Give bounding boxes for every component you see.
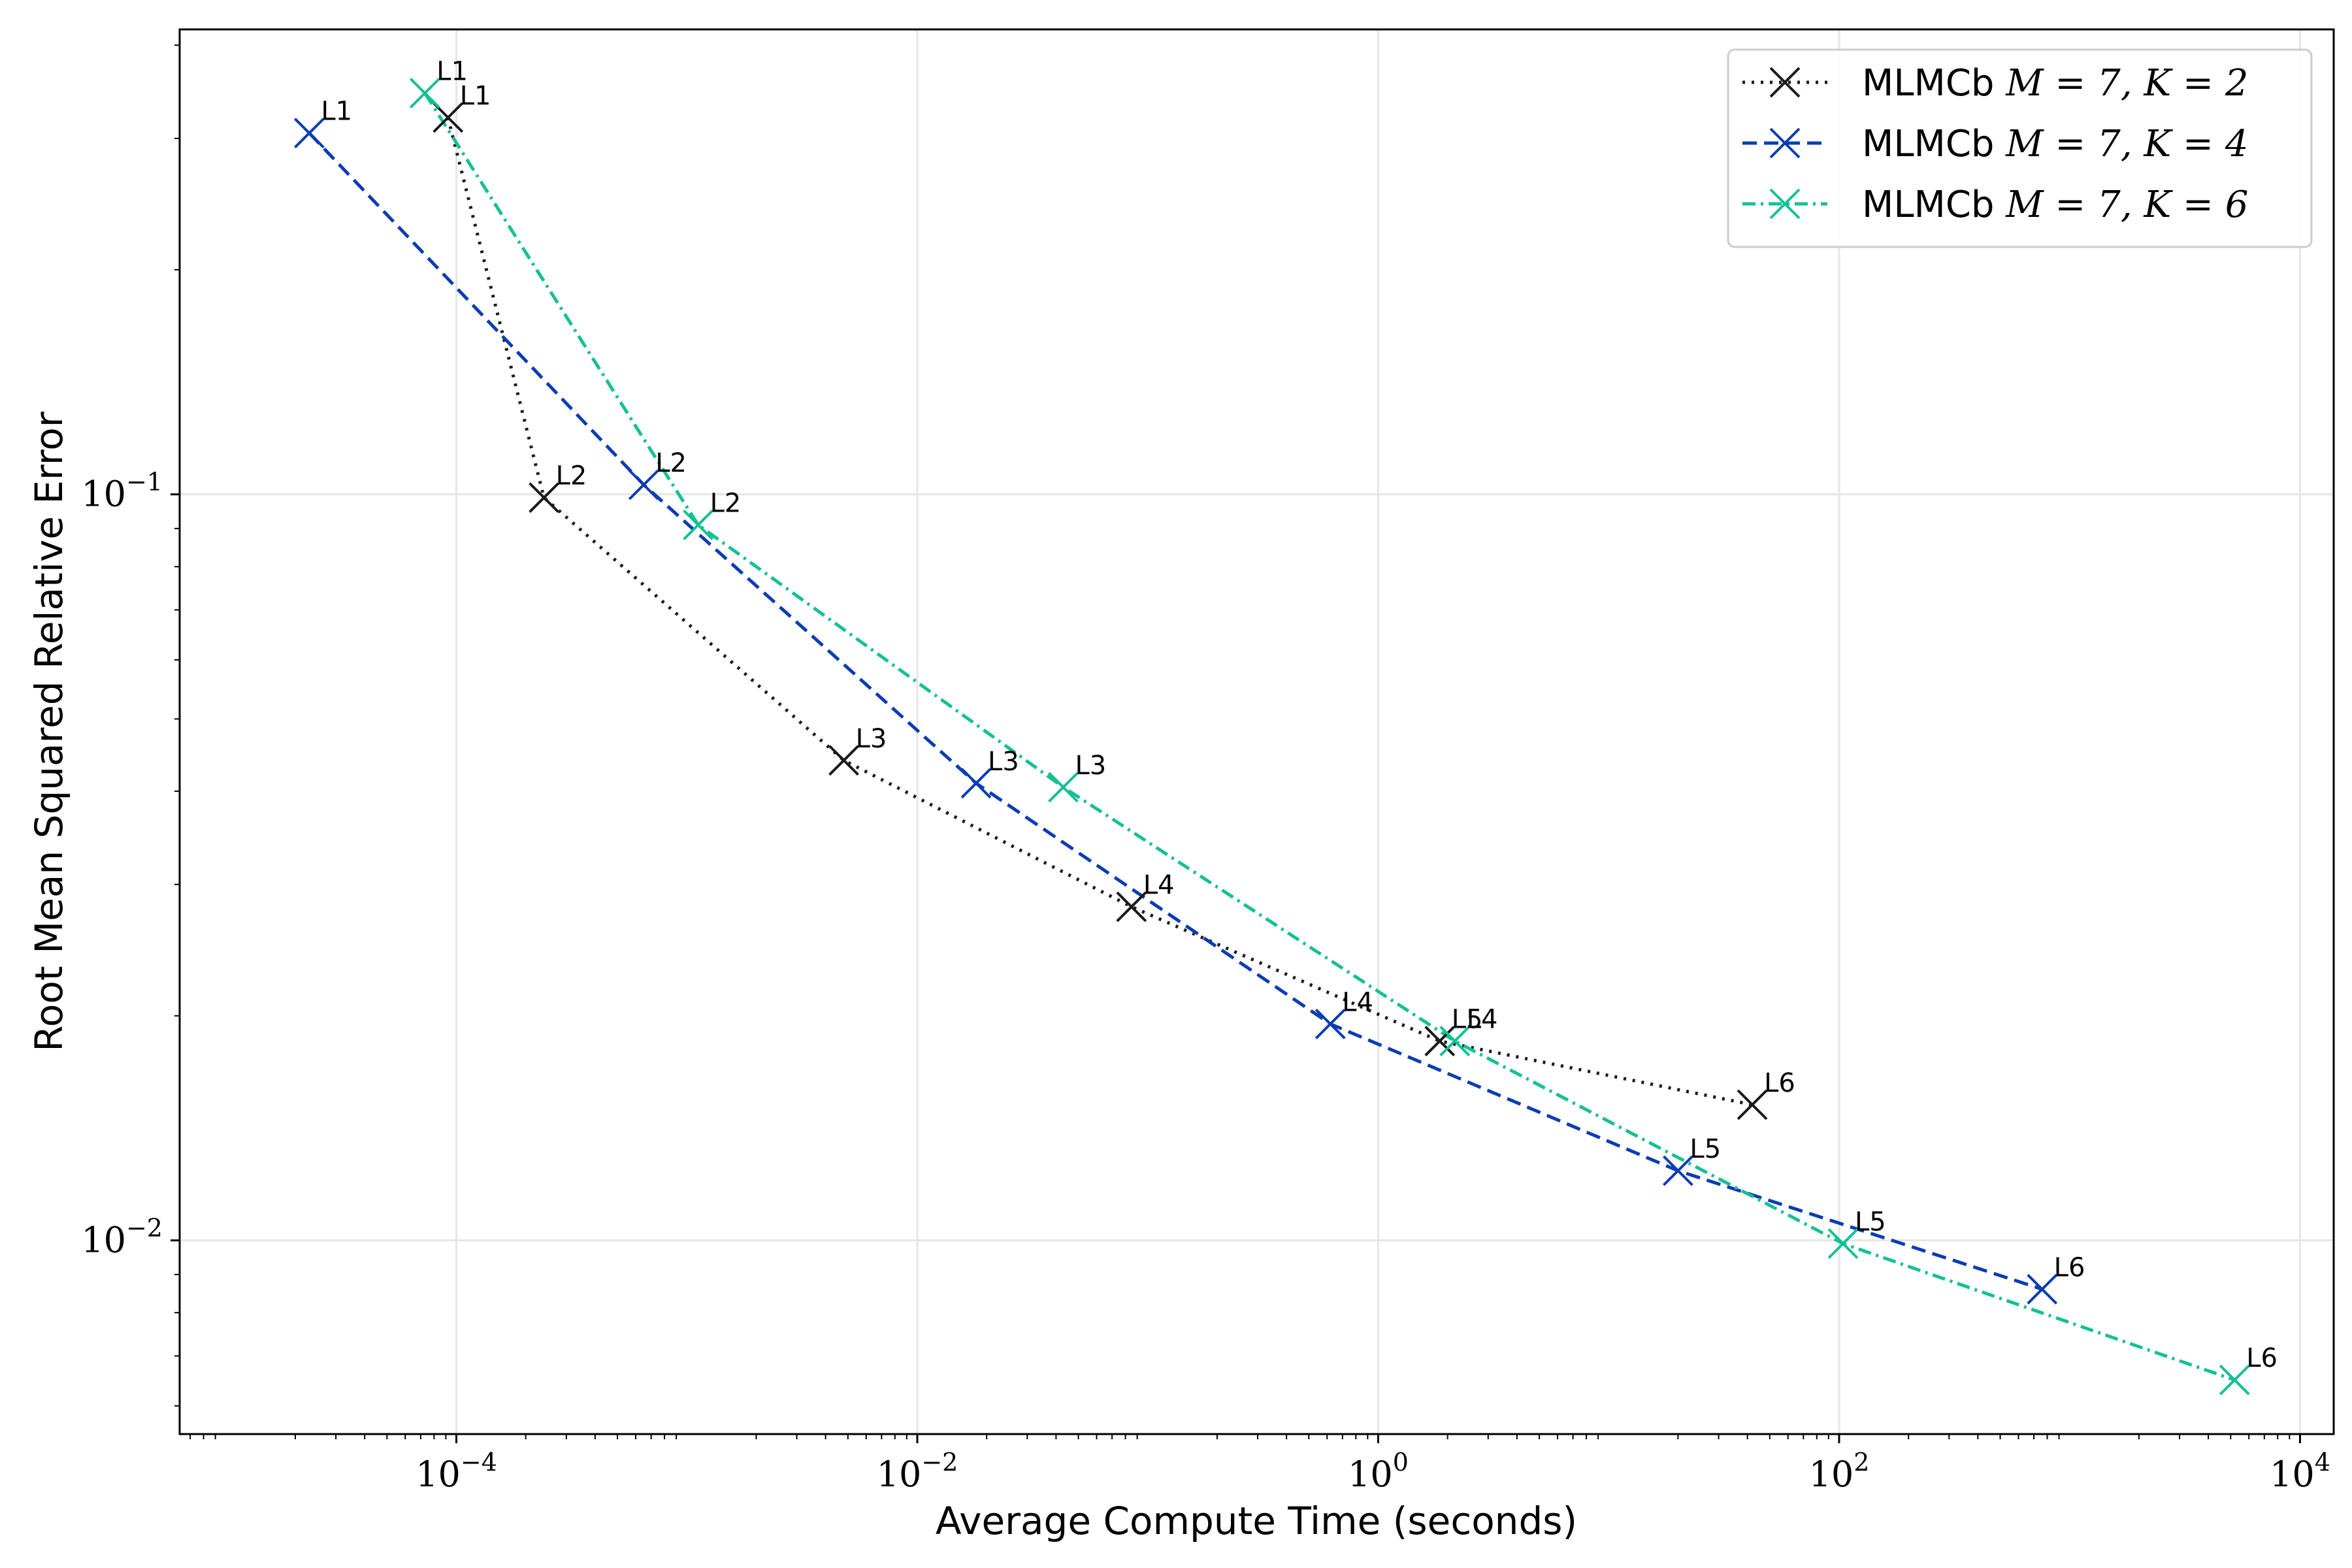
x-tick-label: 10−2 <box>877 1448 958 1495</box>
x-tick-base: 10 <box>1348 1454 1393 1495</box>
series-line-1 <box>446 117 1753 1107</box>
series-line-3 <box>423 92 2236 1382</box>
data-point-label: L5 <box>1452 1004 1483 1034</box>
data-point-label: L5 <box>1855 1207 1886 1237</box>
data-point-marker <box>2027 1273 2058 1305</box>
legend-entry-params: M = 7, K = 6 <box>2005 184 2248 226</box>
x-tick-label: 102 <box>1809 1448 1870 1495</box>
data-point-label: L2 <box>556 461 587 491</box>
y-tick-label: 10−2 <box>81 1214 163 1261</box>
data-point-label: L2 <box>710 488 742 518</box>
data-point-label: L6 <box>2054 1252 2085 1282</box>
data-point-marker <box>1439 1026 1471 1056</box>
data-point-marker <box>2219 1364 2250 1396</box>
legend-entry-name: MLMCb <box>1862 62 2006 105</box>
data-point-marker <box>960 768 992 799</box>
marker-layer <box>293 78 2250 1396</box>
data-point-marker <box>683 510 714 540</box>
data-point-marker <box>628 469 659 500</box>
data-point-label: L3 <box>856 724 887 754</box>
legend-box <box>1727 48 2313 248</box>
x-tick-base: 10 <box>416 1454 461 1495</box>
data-point-label: L3 <box>988 747 1019 777</box>
data-point-marker <box>1048 772 1079 803</box>
data-point-label: L1 <box>436 57 468 87</box>
series-line-2 <box>308 131 2043 1291</box>
plot-frame <box>178 28 2335 1435</box>
legend-entry-params: M = 7, K = 2 <box>2005 62 2248 105</box>
data-point-marker <box>529 482 560 514</box>
y-tick-base: 10 <box>81 1220 126 1261</box>
legend-swatch-marker <box>1769 127 1801 159</box>
data-point-label: L6 <box>2246 1343 2278 1373</box>
x-tick-exponent: −2 <box>921 1448 958 1477</box>
x-tick-base: 10 <box>2270 1454 2315 1495</box>
legend-entry-name: MLMCb <box>1862 184 2006 226</box>
data-point-marker <box>1737 1089 1768 1120</box>
legend-swatch-marker <box>1769 67 1801 98</box>
y-axis-title: Root Mean Squared Relative Error <box>27 412 71 1052</box>
data-point-label: L1 <box>321 97 352 127</box>
x-tick-label: 10−4 <box>416 1448 497 1495</box>
x-tick-base: 10 <box>877 1454 922 1495</box>
data-point-label: L5 <box>1690 1134 1721 1164</box>
legend-entry-label: MLMCb M = 7, K = 6 <box>1862 184 2248 226</box>
y-tick-exponent: −1 <box>126 468 163 497</box>
legend-swatch-marker <box>1769 188 1801 220</box>
data-point-label: L4 <box>1342 987 1373 1017</box>
series-layer <box>308 92 2236 1382</box>
x-tick-label: 104 <box>2270 1448 2330 1495</box>
legend-entry-params: M = 7, K = 4 <box>2005 123 2248 165</box>
x-tick-base: 10 <box>1809 1454 1854 1495</box>
data-point-marker <box>1424 1026 1456 1056</box>
data-point-marker <box>1315 1008 1346 1039</box>
legend-entry-name: MLMCb <box>1862 123 2006 165</box>
data-point-marker <box>409 78 440 108</box>
data-point-marker <box>1827 1228 1859 1259</box>
data-point-marker <box>1663 1155 1693 1186</box>
data-point-label: L1 <box>460 81 491 111</box>
data-point-label: L4 <box>1467 1004 1498 1034</box>
legend-entry-label: MLMCb M = 7, K = 2 <box>1862 62 2248 105</box>
x-tick-exponent: −4 <box>461 1448 497 1477</box>
data-point-marker <box>828 745 859 776</box>
x-tick-exponent: 2 <box>1854 1448 1869 1477</box>
data-point-label: L2 <box>655 448 687 478</box>
y-tick-exponent: −2 <box>126 1214 163 1243</box>
x-tick-label: 100 <box>1348 1448 1409 1495</box>
data-point-marker <box>293 118 325 149</box>
x-tick-exponent: 0 <box>1393 1448 1409 1477</box>
y-tick-base: 10 <box>81 474 126 515</box>
x-tick-exponent: 4 <box>2315 1448 2330 1477</box>
data-point-label: L4 <box>1143 870 1175 900</box>
legend-entry-label: MLMCb M = 7, K = 4 <box>1862 123 2248 165</box>
data-point-marker <box>1116 891 1147 923</box>
data-point-label: L3 <box>1075 751 1106 781</box>
data-point-label: L6 <box>1764 1068 1795 1098</box>
x-axis-title: Average Compute Time (seconds) <box>936 1499 1577 1543</box>
y-tick-label: 10−1 <box>81 468 163 515</box>
